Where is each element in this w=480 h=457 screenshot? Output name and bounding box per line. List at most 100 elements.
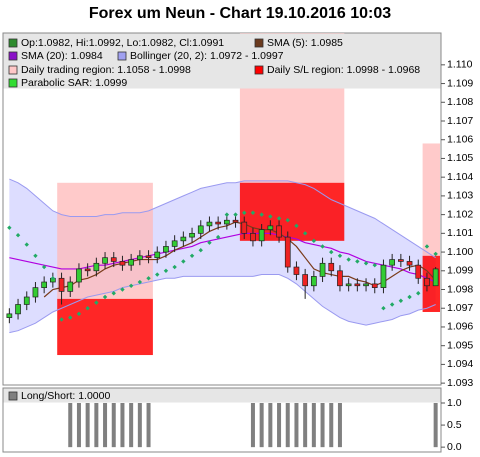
y-tick-label: 1.096: [447, 321, 473, 333]
candle-body: [354, 283, 361, 287]
sar-dot: [76, 311, 82, 317]
candle-body: [154, 251, 161, 259]
long-short-bar: [76, 403, 81, 448]
y-tick-label: 1.094: [447, 358, 473, 370]
candle-body: [137, 255, 143, 260]
long-short-bar: [250, 403, 255, 448]
legend-label: Op:1.0982, Hi:1.0992, Lo:1.0982, Cl:1.09…: [21, 37, 224, 49]
candle-body: [180, 236, 187, 242]
candle-body: [102, 257, 108, 264]
axes: Op:1.0982, Hi:1.0992, Lo:1.0982, Cl:1.09…: [3, 33, 473, 453]
sar-dot: [128, 283, 134, 288]
sar-dot: [268, 214, 273, 219]
long-short-bar: [259, 403, 264, 448]
candle-body: [163, 246, 169, 253]
chart-title: Forex um Neun - Chart 19.10.2016 10:03: [89, 5, 391, 22]
candle-body: [41, 281, 48, 288]
legend-label: SMA (20): 1.0984: [21, 50, 103, 62]
candle-body: [302, 274, 308, 287]
candle-body: [197, 225, 204, 234]
long-short-bar: [329, 403, 334, 448]
candle-body: [171, 240, 178, 247]
candle-body: [224, 219, 230, 225]
sl-region: [57, 298, 153, 356]
long-short-bar: [146, 403, 151, 448]
sar-dot: [50, 276, 56, 281]
sar-dot: [137, 279, 143, 285]
candle-body: [145, 255, 152, 259]
sar-dot: [94, 300, 99, 305]
y-tick-label: 1.104: [447, 171, 473, 183]
long-short-bar: [103, 403, 108, 448]
candle-body: [258, 229, 265, 242]
candle-body: [110, 257, 117, 262]
sar-dot: [111, 291, 116, 296]
candle-body: [76, 268, 82, 283]
sar-dot: [224, 212, 230, 217]
sar-dot: [285, 218, 290, 223]
candle-body: [276, 225, 282, 238]
y-tick-label: 1.098: [447, 283, 473, 295]
candle-body: [84, 268, 91, 272]
long-short-bar: [311, 403, 316, 448]
sl-region: [239, 182, 345, 241]
sar-dot: [233, 212, 238, 217]
sar-dot: [189, 253, 195, 259]
candle-body: [293, 266, 300, 275]
sar-dot: [41, 264, 47, 270]
sar-dot: [355, 259, 360, 264]
long-short-bar: [68, 403, 73, 448]
sar-dot: [381, 306, 386, 311]
sar-dot: [59, 317, 64, 322]
sar-dot: [433, 251, 438, 257]
legend-swatch: [8, 38, 18, 48]
sar-dot: [242, 210, 247, 215]
y-tick-label: 0.5: [447, 419, 462, 431]
long-short-bar: [303, 403, 308, 448]
y-tick-label: 1.0: [447, 397, 462, 409]
sar-dot: [163, 268, 169, 273]
sar-dot: [389, 302, 395, 307]
y-tick-label: 1.109: [447, 77, 473, 89]
sar-dot: [329, 249, 334, 255]
candle-body: [206, 221, 213, 227]
long-short-bar: [85, 403, 90, 448]
long-short-bar: [268, 403, 273, 448]
y-tick-label: 1.099: [447, 265, 473, 277]
sar-dot: [85, 306, 90, 311]
legend-label: SMA (5): 1.0985: [267, 37, 343, 49]
sar-dot: [68, 315, 73, 320]
y-tick-label: 1.108: [447, 96, 473, 108]
y-tick-label: 1.097: [447, 302, 473, 314]
y-tick-label: 1.110: [447, 59, 473, 71]
sar-dot: [7, 225, 12, 230]
long-short-bar: [277, 403, 282, 448]
candle-body: [6, 313, 13, 318]
y-tick-label: 0.0: [447, 441, 462, 453]
candle-body: [389, 259, 395, 266]
candle-body: [93, 262, 100, 272]
candle-body: [345, 283, 352, 287]
y-tick-label: 1.106: [447, 134, 473, 146]
sar-dot: [320, 244, 325, 249]
candle-body: [67, 281, 74, 292]
candle-body: [267, 225, 274, 230]
candle-body: [232, 219, 239, 223]
sar-dot: [398, 298, 404, 303]
long-short-bar: [129, 403, 134, 448]
candle-body: [311, 276, 317, 287]
main-plot: [6, 33, 440, 356]
candle-body: [415, 264, 422, 279]
candle-body: [328, 262, 335, 272]
long-short-bar: [433, 403, 438, 448]
long-short-bar: [320, 403, 325, 448]
sar-dot: [337, 253, 343, 259]
candle-body: [371, 283, 378, 288]
sar-dot: [198, 247, 203, 253]
candle-body: [23, 296, 30, 305]
legend-swatch: [117, 51, 127, 61]
candle-body: [250, 232, 256, 242]
long-short-bar: [111, 403, 116, 448]
